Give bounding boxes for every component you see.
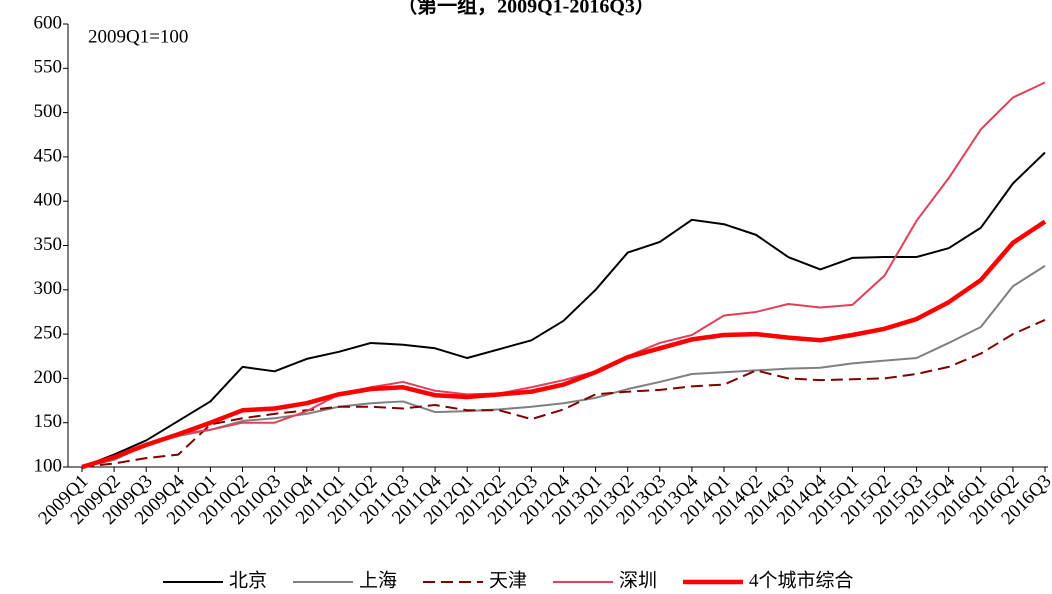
y-tick-label: 350 [34, 234, 63, 255]
y-tick-label: 550 [34, 57, 63, 78]
chart-title: （第一组，2009Q1-2016Q3） [397, 0, 655, 18]
legend-label: 4个城市综合 [749, 569, 854, 591]
y-tick-label: 200 [34, 367, 63, 388]
series-line [81, 319, 1046, 468]
legend-label: 北京 [229, 569, 267, 591]
y-tick-label: 450 [34, 145, 63, 166]
legend-label: 上海 [359, 569, 397, 591]
y-tick-label: 250 [34, 322, 63, 343]
annotation: 2009Q1=100 [88, 26, 188, 47]
legend-label: 天津 [489, 569, 527, 591]
y-tick-label: 500 [34, 101, 63, 122]
y-tick-label: 150 [34, 411, 63, 432]
series-line [81, 219, 1047, 470]
series-line [81, 151, 1046, 468]
y-tick-label: 600 [34, 12, 63, 33]
y-tick-label: 100 [34, 455, 63, 476]
series-line [81, 265, 1046, 468]
y-tick-label: 400 [34, 190, 63, 211]
y-tick-label: 300 [34, 278, 63, 299]
series-line [81, 81, 1046, 468]
legend-label: 深圳 [619, 569, 657, 591]
